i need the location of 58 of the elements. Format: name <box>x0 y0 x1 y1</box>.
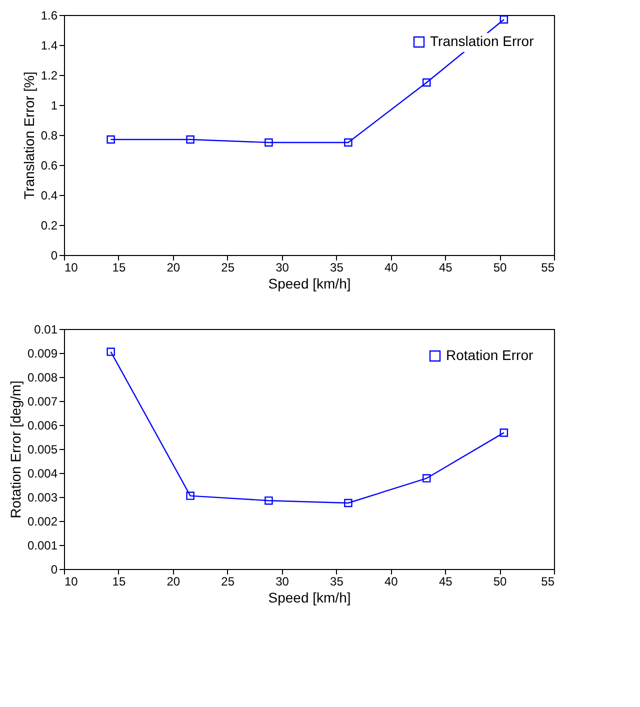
point <box>422 474 431 482</box>
x-tick-label: 45 <box>438 574 453 588</box>
x-tick-label: 20 <box>166 260 180 274</box>
legend-label: Translation Error <box>430 33 534 49</box>
point <box>186 492 194 500</box>
y-tick-label: 1 <box>50 98 58 112</box>
x-tick-label: 50 <box>493 260 508 274</box>
y-tick-label: 1.4 <box>40 38 58 52</box>
point <box>186 135 194 144</box>
x-tick-label: 10 <box>64 260 78 274</box>
x-axis-title: Speed [km/h] <box>268 276 351 292</box>
y-tick-label: 0 <box>50 562 58 576</box>
point <box>106 135 115 144</box>
y-tick-label: 0.001 <box>27 538 58 552</box>
y-tick-label: 0.6 <box>40 158 58 172</box>
y-tick-label: 0.005 <box>27 442 58 456</box>
y-tick-label: 0.4 <box>40 188 58 202</box>
point <box>500 15 508 24</box>
y-tick-label: 0.004 <box>27 466 58 480</box>
x-tick-label: 55 <box>541 260 555 274</box>
y-tick-label: 0.009 <box>27 346 58 360</box>
y-axis-title: Rotation Error [deg/m] <box>7 380 24 518</box>
x-tick-label: 25 <box>221 574 235 588</box>
y-tick-label: 0.007 <box>27 394 58 408</box>
point <box>264 138 273 147</box>
legend-label: Rotation Error <box>446 347 534 363</box>
x-tick-label: 25 <box>221 260 235 274</box>
y-tick-label: 0.006 <box>27 418 58 432</box>
y-tick-label: 0.008 <box>27 370 58 384</box>
x-tick-label: 35 <box>330 574 344 588</box>
x-axis-title: Speed [km/h] <box>268 590 351 606</box>
x-tick-label: 40 <box>384 574 398 588</box>
y-tick-label: 0.003 <box>27 490 58 504</box>
point <box>344 138 352 147</box>
point <box>422 78 431 87</box>
x-tick-label: 50 <box>493 574 508 588</box>
x-tick-label: 30 <box>276 260 290 274</box>
x-tick-label: 40 <box>384 260 398 274</box>
y-tick-label: 0 <box>50 248 58 262</box>
point <box>264 496 273 505</box>
x-tick-label: 20 <box>166 574 180 588</box>
x-tick-label: 10 <box>64 574 78 588</box>
y-axis-title: Translation Error [%] <box>20 72 37 200</box>
y-tick-label: 0.2 <box>40 218 58 232</box>
x-tick-label: 30 <box>276 574 290 588</box>
point <box>106 348 115 356</box>
point <box>344 498 352 508</box>
y-tick-label: 0.002 <box>27 514 58 528</box>
y-tick-label: 1.2 <box>40 68 58 82</box>
y-tick-label: 0.8 <box>40 128 58 142</box>
x-tick-label: 45 <box>438 260 453 274</box>
x-tick-label: 55 <box>541 574 555 588</box>
x-tick-label: 35 <box>330 260 344 274</box>
y-tick-label: 1.6 <box>40 8 58 22</box>
y-tick-label: 0.01 <box>34 322 58 336</box>
point <box>500 428 508 437</box>
x-tick-label: 15 <box>112 574 126 588</box>
x-tick-label: 15 <box>112 260 126 274</box>
